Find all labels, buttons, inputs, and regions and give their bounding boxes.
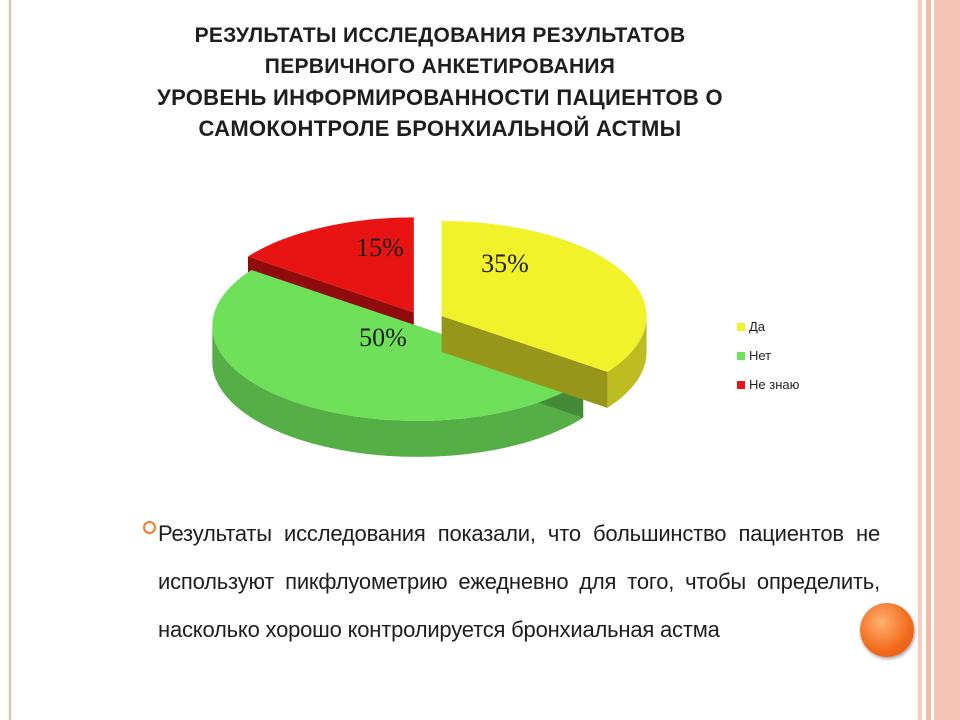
pie-slice-side-1 <box>212 325 584 457</box>
pie-slice-group-1 <box>212 270 584 457</box>
bullet-text: Результаты исследования показали, что бо… <box>158 521 880 642</box>
pie-slice-side-0 <box>607 316 647 408</box>
legend-item: Да <box>737 312 799 341</box>
pie-slice-Нет <box>212 270 584 421</box>
legend-label: Не знаю <box>749 377 800 392</box>
slide-title: РЕЗУЛЬТАТЫ ИССЛЕДОВАНИЯ РЕЗУЛЬТАТОВ ПЕРВ… <box>60 20 820 144</box>
legend-swatch <box>737 380 745 389</box>
legend-swatch <box>737 322 745 331</box>
title-line-1: РЕЗУЛЬТАТЫ ИССЛЕДОВАНИЯ РЕЗУЛЬТАТОВ <box>194 24 686 47</box>
pie-slice-group-0 <box>441 221 647 408</box>
right-decor-band <box>926 0 931 720</box>
bullet-paragraph: Результаты исследования показали, что бо… <box>143 510 880 654</box>
right-decor-band <box>918 0 922 720</box>
pie-slice-Не знаю <box>247 217 414 313</box>
orange-circle-button[interactable] <box>860 603 914 657</box>
right-decor-band <box>934 0 960 720</box>
title-line-3: УРОВЕНЬ ИНФОРМИРОВАННОСТИ ПАЦИЕНТОВ О <box>157 85 723 110</box>
legend-label: Да <box>749 319 766 334</box>
data-label-0: 35% <box>481 249 529 278</box>
legend-label: Нет <box>749 348 772 363</box>
pie-slice-Да <box>441 221 647 372</box>
legend-item: Не знаю <box>737 370 799 399</box>
bullet-ring-icon <box>143 521 156 534</box>
legend-item: Нет <box>737 341 799 370</box>
legend-swatch <box>737 351 745 360</box>
data-label-1: 50% <box>359 323 407 352</box>
data-label-2: 15% <box>356 233 404 262</box>
title-line-2: ПЕРВИЧНОГО АНКЕТИРОВАНИЯ <box>264 55 616 78</box>
left-border-line <box>9 0 11 720</box>
pie-slice-face-0-1 <box>441 316 608 408</box>
title-line-4: САМОКОНТРОЛЕ БРОНХИАЛЬНОЙ АСТМЫ <box>198 116 682 141</box>
chart-legend: Да Нет Не знаю <box>737 312 799 399</box>
